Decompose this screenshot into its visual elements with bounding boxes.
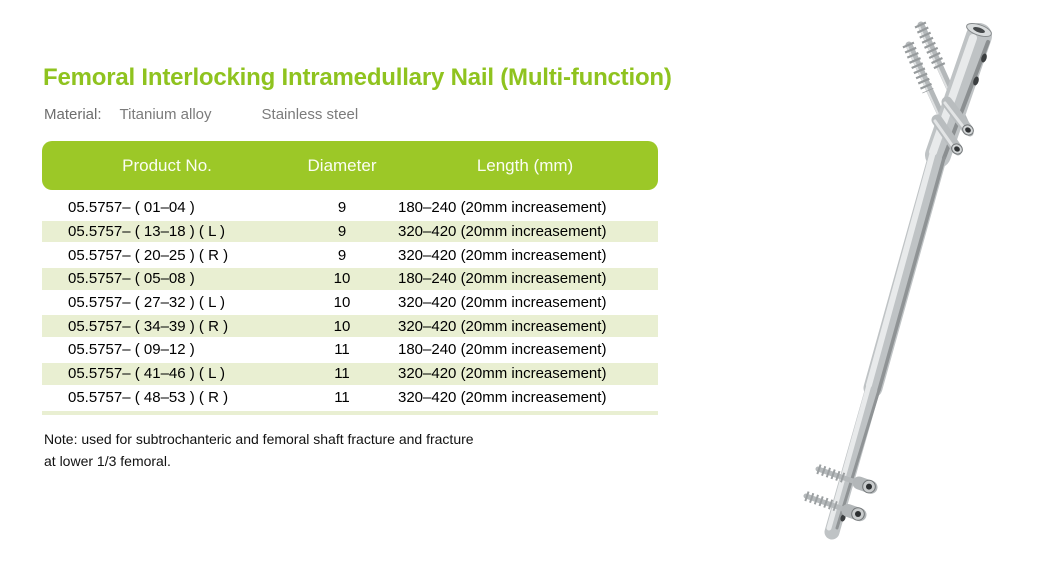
note-line-2: at lower 1/3 femoral. bbox=[44, 453, 171, 469]
cell-length: 180–240 (20mm increasement) bbox=[398, 341, 607, 359]
cell-product-no: 05.5757– ( 27–32 ) ( L ) bbox=[68, 294, 226, 312]
table-row: 05.5757– ( 05–08 ) 10 180–240 (20mm incr… bbox=[42, 267, 658, 291]
cell-diameter: 9 bbox=[337, 199, 347, 217]
proximal-screws bbox=[902, 21, 974, 156]
cell-length: 180–240 (20mm increasement) bbox=[398, 199, 607, 217]
cell-diameter: 9 bbox=[337, 246, 347, 264]
cell-product-no: 05.5757– ( 13–18 ) ( L ) bbox=[68, 223, 226, 241]
material-line: Material: Titanium alloy Stainless steel bbox=[44, 106, 358, 123]
note-text: Note: used for subtrochanteric and femor… bbox=[44, 428, 474, 472]
table-row: 05.5757– ( 20–25 ) ( R ) 9 320–420 (20mm… bbox=[42, 243, 658, 267]
cell-length: 320–420 (20mm increasement) bbox=[398, 388, 607, 406]
table-row: 05.5757– ( 13–18 ) ( L ) 9 320–420 (20mm… bbox=[42, 219, 658, 244]
cell-length: 320–420 (20mm increasement) bbox=[398, 246, 607, 264]
cell-product-no: 05.5757– ( 09–12 ) bbox=[68, 341, 195, 359]
page-title: Femoral Interlocking Intramedullary Nail… bbox=[43, 64, 672, 91]
cell-diameter: 9 bbox=[337, 223, 347, 241]
cell-product-no: 05.5757– ( 01–04 ) bbox=[68, 199, 195, 217]
cell-length: 320–420 (20mm increasement) bbox=[398, 223, 607, 241]
table-row: 05.5757– ( 34–39 ) ( R ) 10 320–420 (20m… bbox=[42, 314, 658, 339]
table-row: 05.5757– ( 09–12 ) 11 180–240 (20mm incr… bbox=[42, 338, 658, 362]
cell-diameter: 11 bbox=[334, 365, 350, 383]
table-row: 05.5757– ( 01–04 ) 9 180–240 (20mm incre… bbox=[42, 196, 658, 220]
cell-product-no: 05.5757– ( 20–25 ) ( R ) bbox=[68, 246, 229, 264]
column-header-product-no: Product No. bbox=[122, 155, 212, 175]
cell-diameter: 11 bbox=[334, 341, 350, 359]
column-header-length: Length (mm) bbox=[476, 155, 574, 175]
table-row: 05.5757– ( 41–46 ) ( L ) 11 320–420 (20m… bbox=[42, 361, 658, 386]
material-option-titanium: Titanium alloy bbox=[119, 106, 212, 123]
product-spec-table: Product No. Diameter Length (mm) 05.5757… bbox=[42, 141, 658, 416]
cell-length: 320–420 (20mm increasement) bbox=[398, 365, 607, 383]
distal-locking-screws bbox=[803, 464, 878, 522]
material-label: Material: bbox=[44, 106, 102, 123]
table-row: 05.5757– ( 48–53 ) ( R ) 11 320–420 (20m… bbox=[42, 386, 658, 410]
nail-body bbox=[824, 23, 992, 540]
cell-product-no: 05.5757– ( 41–46 ) ( L ) bbox=[68, 365, 226, 383]
table-header-row: Product No. Diameter Length (mm) bbox=[42, 141, 658, 190]
cell-diameter: 10 bbox=[333, 294, 351, 312]
material-option-stainless: Stainless steel bbox=[261, 106, 359, 123]
column-header-diameter: Diameter bbox=[307, 155, 377, 175]
cell-diameter: 11 bbox=[334, 388, 350, 406]
table-end-stripe bbox=[42, 411, 658, 416]
cell-length: 180–240 (20mm increasement) bbox=[398, 270, 607, 288]
cell-diameter: 10 bbox=[333, 317, 351, 335]
cell-product-no: 05.5757– ( 48–53 ) ( R ) bbox=[68, 388, 229, 406]
cell-length: 320–420 (20mm increasement) bbox=[398, 317, 607, 335]
cell-length: 320–420 (20mm increasement) bbox=[398, 294, 607, 312]
table-row: 05.5757– ( 27–32 ) ( L ) 10 320–420 (20m… bbox=[42, 291, 658, 315]
cell-product-no: 05.5757– ( 34–39 ) ( R ) bbox=[68, 317, 229, 335]
note-line-1: Note: used for subtrochanteric and femor… bbox=[44, 431, 474, 447]
proximal-screw-sleeves bbox=[931, 96, 974, 155]
cell-product-no: 05.5757– ( 05–08 ) bbox=[68, 270, 195, 288]
cell-diameter: 10 bbox=[333, 270, 351, 288]
table-body: 05.5757– ( 01–04 ) 9 180–240 (20mm incre… bbox=[42, 196, 658, 409]
